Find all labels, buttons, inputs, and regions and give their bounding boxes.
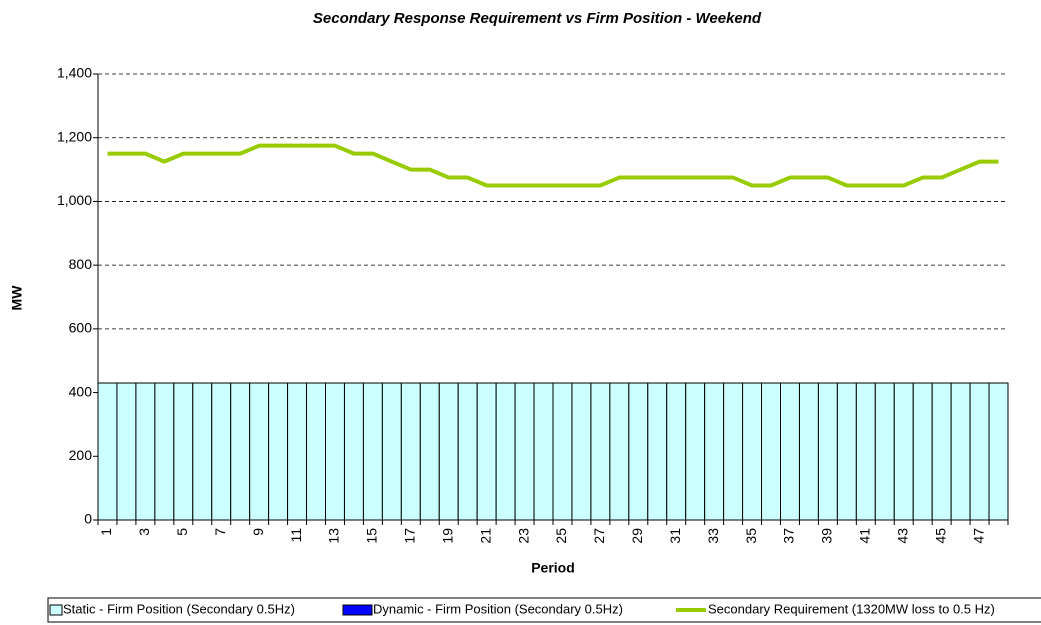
chart-title: Secondary Response Requirement vs Firm P… [313,10,762,27]
bar [400,382,421,521]
x-tick-label: 11 [288,528,304,543]
legend-label: Secondary Requirement (1320MW loss to 0.… [708,601,995,616]
bar [495,382,516,521]
y-tick-label: 200 [69,447,93,463]
bar [192,382,213,521]
bar [552,382,573,521]
bar [343,382,364,521]
y-axis-label: MW [9,285,25,311]
bar [97,382,118,521]
x-tick-label: 31 [667,528,683,544]
y-tick-label: 1,200 [57,128,92,144]
bar [571,382,592,521]
y-tick-label: 1,000 [57,192,92,208]
bar [438,382,459,521]
x-tick-label: 15 [364,528,380,544]
bar [533,382,554,521]
bar [647,382,668,521]
y-tick-label: 1,400 [57,65,92,81]
bar [685,382,706,521]
legend-box [47,597,1041,623]
bar [211,382,232,521]
x-tick-label: 41 [857,528,873,544]
x-tick-label: 23 [515,528,531,544]
line [107,143,999,188]
bar [666,382,687,521]
bar [514,382,535,521]
bar [855,382,876,521]
bar [761,382,782,521]
bar [457,382,478,521]
x-tick-label: 19 [439,528,455,544]
x-tick-label: 5 [174,528,190,536]
bar [230,382,251,521]
bar [742,382,763,521]
bar [704,382,725,521]
x-tick-label: 37 [781,528,797,544]
bar [836,382,857,521]
bar [249,382,270,521]
bar [287,382,308,521]
bar [969,382,990,521]
bar [817,382,838,521]
x-tick-label: 21 [477,528,493,544]
legend-swatch [342,604,373,616]
x-tick-label: 13 [326,528,342,544]
x-tick-label: 39 [819,528,835,544]
legend-label: Dynamic - Firm Position (Secondary 0.5Hz… [373,601,623,616]
bar [988,382,1009,521]
bar [476,382,497,521]
bar [893,382,914,521]
bar [798,382,819,521]
bar [590,382,611,521]
bar [268,382,289,521]
legend-label: Static - Firm Position (Secondary 0.5Hz) [63,601,295,616]
bar [419,382,440,521]
y-tick-label: 400 [69,383,93,399]
x-tick-label: 35 [743,528,759,544]
x-tick-label: 29 [629,528,645,544]
x-tick-label: 33 [705,528,721,544]
y-tick-label: 600 [69,320,93,336]
bar [723,382,744,521]
x-tick-label: 1 [98,528,114,536]
bar [874,382,895,521]
y-tick-label: 0 [84,511,92,527]
y-tick-label: 800 [69,256,93,272]
bar [950,382,971,521]
legend-swatch [49,604,63,616]
bar [912,382,933,521]
x-tick-label: 25 [553,528,569,544]
x-tick-label: 9 [250,528,266,536]
x-tick-label: 7 [212,528,228,536]
bar [780,382,800,521]
x-tick-label: 43 [894,528,910,544]
x-tick-label: 27 [591,528,607,544]
x-axis-label: Period [531,560,575,576]
bar [381,382,402,521]
bar [609,382,630,521]
bar [325,382,345,521]
bar [306,382,326,521]
bar [116,382,137,521]
bar [362,382,383,521]
bar [135,382,156,521]
bar [931,382,952,521]
x-tick-label: 17 [402,528,418,544]
bar [154,382,175,521]
bar [628,382,649,521]
x-tick-label: 45 [932,528,948,544]
x-tick-label: 3 [136,528,152,536]
x-tick-label: 47 [970,528,986,544]
bar [173,382,194,521]
